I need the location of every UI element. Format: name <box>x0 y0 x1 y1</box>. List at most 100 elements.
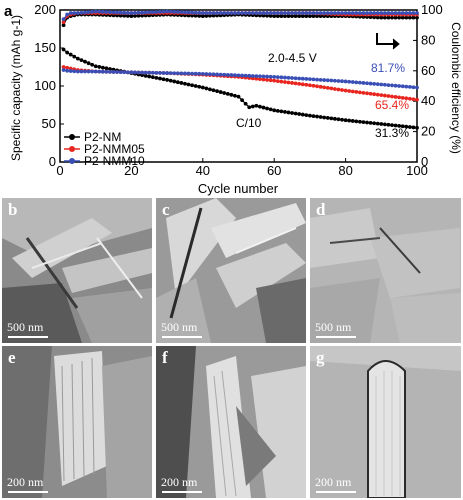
data-point <box>308 14 312 18</box>
data-point <box>125 14 130 18</box>
data-point <box>258 74 262 79</box>
data-point <box>122 10 127 15</box>
data-point <box>390 83 394 88</box>
data-point <box>397 84 402 88</box>
data-point <box>393 83 398 88</box>
data-point <box>250 74 255 78</box>
data-point <box>143 70 148 75</box>
y-tick-label: 200 <box>34 2 56 17</box>
data-point <box>297 11 302 15</box>
data-point <box>411 15 416 20</box>
data-point <box>104 10 109 14</box>
data-point <box>379 11 384 15</box>
data-point <box>243 11 248 15</box>
data-point <box>118 10 123 15</box>
data-point <box>75 69 80 74</box>
data-point <box>336 11 341 15</box>
scale-bar-b <box>8 336 48 338</box>
data-point <box>140 10 145 15</box>
data-point <box>215 89 219 94</box>
data-point <box>315 77 319 82</box>
data-point <box>229 92 234 97</box>
data-point <box>332 11 337 15</box>
data-point <box>325 11 330 15</box>
data-point <box>293 81 298 86</box>
data-point <box>343 118 348 123</box>
data-point <box>172 9 177 14</box>
y2-axis-label: Coulombic efficiency (%) <box>449 22 463 154</box>
data-point <box>415 97 419 102</box>
data-point <box>100 65 105 70</box>
data-point <box>283 14 287 18</box>
data-point <box>200 14 205 18</box>
data-point <box>225 11 230 15</box>
data-point <box>318 77 323 82</box>
data-point <box>247 11 252 15</box>
data-point <box>150 70 155 75</box>
data-point <box>175 10 180 14</box>
data-point <box>290 14 294 18</box>
data-point <box>218 11 223 15</box>
data-point <box>361 81 366 85</box>
data-point <box>304 77 309 81</box>
tem-micrograph <box>2 198 152 343</box>
data-point <box>336 87 341 92</box>
data-point <box>297 112 302 116</box>
data-point <box>390 11 394 15</box>
y-tick-label: 0 <box>49 154 56 169</box>
data-point <box>93 64 98 69</box>
data-point <box>400 84 405 89</box>
data-point <box>250 11 255 15</box>
data-point <box>286 110 291 115</box>
data-point <box>283 75 287 80</box>
data-point <box>104 69 109 74</box>
data-point <box>200 71 205 76</box>
data-point <box>140 70 145 75</box>
tem-micrograph <box>156 346 306 498</box>
data-point <box>390 15 394 20</box>
data-point <box>347 79 352 84</box>
data-point <box>161 77 166 82</box>
data-point <box>372 11 377 15</box>
data-point <box>357 90 362 95</box>
data-point <box>97 9 102 14</box>
data-point <box>336 79 341 83</box>
data-point <box>332 78 337 83</box>
data-point <box>347 118 352 123</box>
data-point <box>250 104 255 109</box>
panel-letter-f: f <box>162 348 168 367</box>
tem-micrograph <box>310 346 461 498</box>
data-point <box>190 83 194 88</box>
data-point <box>379 15 384 20</box>
data-point <box>407 96 412 101</box>
legend-label: P2-NMM05 <box>84 142 145 156</box>
data-point <box>375 92 380 97</box>
data-point <box>368 91 373 96</box>
data-point <box>204 14 209 18</box>
data-point <box>225 92 230 96</box>
data-point <box>386 83 391 87</box>
data-point <box>311 11 316 15</box>
data-point <box>190 71 194 76</box>
tem-micrograph <box>310 198 461 343</box>
data-point <box>322 78 327 82</box>
data-point <box>258 104 262 109</box>
data-point <box>68 69 73 73</box>
data-point <box>193 13 198 18</box>
data-point <box>386 15 391 20</box>
data-point <box>86 10 91 15</box>
data-point <box>61 23 66 28</box>
data-point <box>283 80 287 84</box>
data-point <box>197 14 202 18</box>
data-point <box>147 70 152 75</box>
y2-tick-label: 40 <box>421 93 435 108</box>
data-point <box>375 11 380 15</box>
data-point <box>90 9 95 14</box>
data-point <box>247 105 252 110</box>
data-point <box>108 10 112 15</box>
data-point <box>61 17 66 22</box>
data-point <box>325 86 330 90</box>
data-point <box>186 82 191 87</box>
data-point <box>286 80 291 85</box>
data-point <box>111 10 116 15</box>
